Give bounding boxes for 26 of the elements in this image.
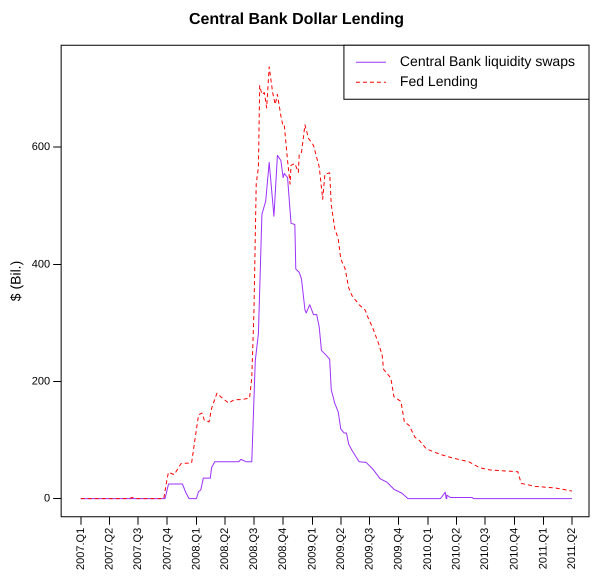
x-tick-label: 2008.Q1 (190, 528, 202, 570)
y-axis-title: $ (Bil.) (7, 260, 24, 302)
x-tick-label: 2010.Q4 (508, 528, 520, 570)
x-tick-label: 2008.Q2 (219, 528, 232, 570)
x-tick-label: 2010.Q3 (479, 528, 492, 570)
x-tick-label: 2011.Q2 (566, 528, 578, 570)
x-tick-label: 2009.Q1 (306, 528, 318, 570)
y-tick-label: 200 (32, 376, 50, 388)
y-tick-label: 0 (44, 492, 50, 505)
legend-label: Fed Lending (400, 73, 478, 90)
x-tick-label: 2007.Q1 (74, 528, 87, 570)
x-tick-label: 2009.Q4 (392, 528, 405, 570)
x-tick-label: 2007.Q4 (161, 528, 174, 570)
x-tick-label: 2007.Q3 (132, 528, 144, 570)
x-tick-label: 2009.Q3 (364, 528, 376, 570)
y-tick-label: 400 (32, 258, 50, 270)
x-tick-label: 2008.Q4 (277, 528, 290, 570)
x-tick-label: 2010.Q2 (450, 528, 462, 570)
legend-label: Central Bank liquidity swaps (400, 53, 576, 70)
x-tick-label: 2011.Q1 (537, 528, 550, 570)
y-tick-label: 600 (32, 141, 50, 154)
x-tick-label: 2008.Q3 (248, 528, 260, 570)
chart-title: Central Bank Dollar Lending (188, 11, 404, 28)
x-tick-label: 2010.Q1 (422, 528, 434, 570)
x-tick-label: 2007.Q2 (103, 528, 116, 570)
x-tick-label: 2009.Q2 (334, 528, 347, 570)
